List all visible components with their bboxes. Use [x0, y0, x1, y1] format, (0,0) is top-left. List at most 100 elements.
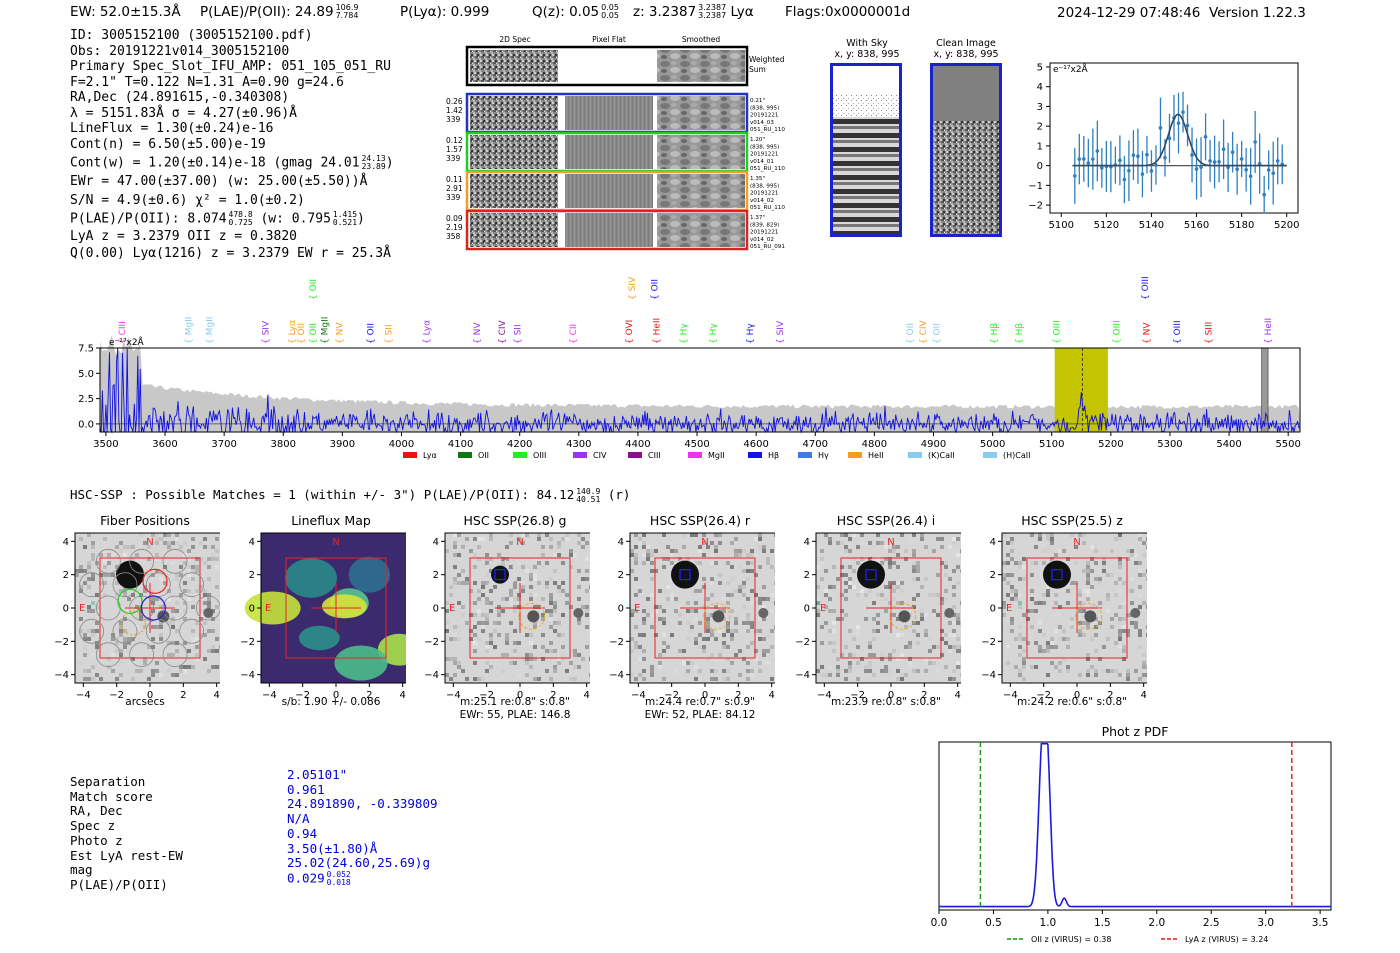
- panel-noise-pixel: [509, 589, 513, 593]
- panel-noise-pixel: [195, 565, 199, 569]
- panel-noise-pixel: [710, 561, 714, 565]
- panel-noise-pixel: [670, 553, 674, 557]
- panel-noise-pixel: [175, 573, 179, 577]
- panel-noise-pixel: [95, 561, 99, 565]
- panel-noise-pixel: [848, 537, 852, 541]
- panel-noise-pixel: [892, 649, 896, 653]
- panel-noise-pixel: [1078, 673, 1082, 677]
- panel-noise-pixel: [936, 593, 940, 597]
- panel-noise-pixel: [505, 653, 509, 657]
- panel-noise-pixel: [948, 545, 952, 549]
- spec2d-row-left-label: 2.91: [446, 184, 463, 193]
- panel-noise-pixel: [924, 629, 928, 633]
- panel-noise-pixel: [175, 673, 179, 677]
- panel-noise-pixel: [163, 565, 167, 569]
- panel-noise-pixel: [650, 669, 654, 673]
- panel-noise-pixel: [952, 593, 956, 597]
- line-label-high-group: { OII: [650, 279, 660, 300]
- panel-noise-pixel: [662, 565, 666, 569]
- spec2d-row-right-label: 1.20": [750, 137, 765, 143]
- plae-w-end: ): [357, 211, 365, 227]
- panel-noise-pixel: [1094, 673, 1098, 677]
- panel-noise-pixel: [1090, 557, 1094, 561]
- panel-noise-pixel: [517, 597, 521, 601]
- panel-noise-pixel: [650, 577, 654, 581]
- panel-noise-pixel: [525, 661, 529, 665]
- panel-noise-pixel: [654, 605, 658, 609]
- panel-noise-pixel: [1106, 597, 1110, 601]
- match-value-separation: 2.05101": [287, 767, 348, 782]
- edge-source: [1130, 608, 1141, 618]
- spec2d-row-left-label: 0.09: [446, 214, 463, 223]
- panel-noise-pixel: [497, 553, 501, 557]
- spectrum-xtick-label: 3600: [152, 439, 177, 450]
- panel-noise-pixel: [1022, 657, 1026, 661]
- panel-noise-pixel: [1054, 553, 1058, 557]
- panel-noise-pixel: [832, 585, 836, 589]
- panel-noise-pixel: [203, 561, 207, 565]
- panel-noise-pixel: [674, 597, 678, 601]
- panel-noise-pixel: [1122, 617, 1126, 621]
- panel-noise-pixel: [848, 549, 852, 553]
- panel-noise-pixel: [87, 561, 91, 565]
- panel-noise-pixel: [638, 657, 642, 661]
- panel-noise-pixel: [581, 545, 585, 549]
- panel-noise-pixel: [481, 629, 485, 633]
- panel-noise-pixel: [449, 593, 453, 597]
- panel-noise-pixel: [1058, 637, 1062, 641]
- panel-noise-pixel: [175, 537, 179, 541]
- panel-noise-pixel: [1126, 589, 1130, 593]
- panel-noise-pixel: [485, 573, 489, 577]
- panel-noise-pixel: [1026, 665, 1030, 669]
- panel-noise-pixel: [135, 669, 139, 673]
- panel-noise-pixel: [702, 637, 706, 641]
- panel-noise-pixel: [662, 609, 666, 613]
- panel-noise-pixel: [1142, 573, 1146, 577]
- panel-noise-pixel: [698, 589, 702, 593]
- panel-noise-pixel: [1142, 601, 1146, 605]
- panel-noise-pixel: [87, 677, 91, 681]
- panel-noise-pixel: [207, 577, 211, 581]
- panel-noise-pixel: [642, 553, 646, 557]
- bright-circle: [1041, 559, 1073, 591]
- panel-xtick-label: −4: [631, 690, 646, 701]
- panel-noise-pixel: [900, 589, 904, 593]
- panel-noise-pixel: [119, 633, 123, 637]
- panel-noise-pixel: [1026, 641, 1030, 645]
- spectrum-legend-swatch: [908, 452, 922, 458]
- match-label-plae: P(LAE)/P(OII): [70, 876, 168, 892]
- panel-noise-pixel: [856, 629, 860, 633]
- panel-noise-pixel: [634, 677, 638, 681]
- panel-noise-pixel: [163, 533, 167, 537]
- match-label-separation: Separation: [70, 774, 146, 789]
- panel-noise-pixel: [860, 557, 864, 561]
- panel-noise-pixel: [127, 637, 131, 641]
- panel-noise-pixel: [1006, 581, 1010, 585]
- z-hi: 3.2387: [698, 3, 727, 12]
- panel-noise-pixel: [852, 569, 856, 573]
- panel-noise-pixel: [726, 645, 730, 649]
- panel-noise-pixel: [1006, 573, 1010, 577]
- panel-ytick-label: −2: [795, 637, 810, 648]
- panel-noise-pixel: [465, 621, 469, 625]
- panel-noise-pixel: [912, 561, 916, 565]
- panel-noise-pixel: [666, 597, 670, 601]
- panel-noise-pixel: [828, 673, 832, 677]
- panel-noise-pixel: [1074, 545, 1078, 549]
- panel-noise-pixel: [1010, 589, 1014, 593]
- spec2d-row-right-label: 20191221: [750, 152, 779, 158]
- panel-noise-pixel: [1014, 569, 1018, 573]
- panel-noise-pixel: [107, 657, 111, 661]
- panel-noise-pixel: [1042, 593, 1046, 597]
- panel-noise-pixel: [453, 661, 457, 665]
- panel-noise-pixel: [577, 541, 581, 545]
- panel-noise-pixel: [1126, 549, 1130, 553]
- panel-noise-pixel: [908, 537, 912, 541]
- panel-noise-pixel: [83, 669, 87, 673]
- panel-noise-pixel: [774, 649, 775, 653]
- panel-noise-pixel: [746, 621, 750, 625]
- panel-noise-pixel: [1146, 569, 1147, 573]
- spec2d-row-flat: [565, 96, 653, 130]
- panel-noise-pixel: [91, 541, 95, 545]
- bright-circle: [855, 559, 887, 591]
